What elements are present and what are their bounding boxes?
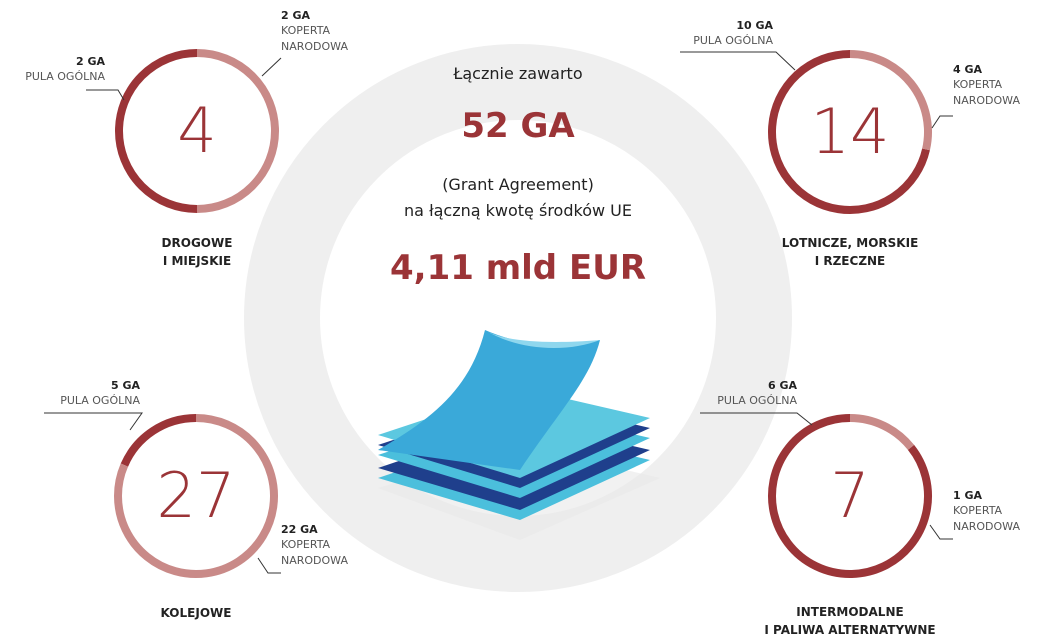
segment-label: PULA OGÓLNA bbox=[60, 393, 140, 409]
amount-text: 4,11 mld EUR bbox=[390, 248, 646, 288]
donut-title: INTERMODALNE I PALIWA ALTERNATYWNE bbox=[764, 603, 935, 639]
leader-line bbox=[262, 58, 281, 76]
donut-total: 7 bbox=[830, 465, 869, 527]
segment-label: KOPERTA NARODOWA bbox=[281, 23, 348, 55]
value-label: 4 GA bbox=[953, 63, 982, 77]
segment-label: PULA OGÓLNA bbox=[25, 69, 105, 85]
segment-label: KOPERTA NARODOWA bbox=[953, 503, 1020, 535]
leader-line bbox=[932, 116, 953, 128]
segment-label: KOPERTA NARODOWA bbox=[281, 537, 348, 569]
value-label: 5 GA bbox=[111, 379, 140, 393]
value-label: 22 GA bbox=[281, 523, 318, 537]
leader-line bbox=[680, 52, 795, 70]
note-text: (Grant Agreement) na łączną kwotę środkó… bbox=[404, 172, 632, 224]
donut-segment bbox=[850, 418, 911, 447]
value-label: 10 GA bbox=[736, 19, 773, 33]
leader-line bbox=[930, 525, 953, 539]
infographic: Łącznie zawarto 52 GA (Grant Agreement) … bbox=[0, 0, 1037, 639]
value-label: 2 GA bbox=[281, 9, 310, 23]
donut-total: 4 bbox=[177, 100, 216, 162]
donut-title: KOLEJOWE bbox=[161, 604, 232, 622]
segment-label: PULA OGÓLNA bbox=[693, 33, 773, 49]
donut-total: 14 bbox=[811, 101, 890, 163]
donut-total: 27 bbox=[157, 465, 236, 527]
leader-line bbox=[86, 90, 124, 100]
donut-title: LOTNICZE, MORSKIE I RZECZNE bbox=[782, 234, 919, 270]
value-label: 6 GA bbox=[768, 379, 797, 393]
count-text: 52 GA bbox=[461, 106, 574, 146]
value-label: 1 GA bbox=[953, 489, 982, 503]
leader-line bbox=[44, 413, 142, 430]
segment-label: PULA OGÓLNA bbox=[717, 393, 797, 409]
segment-label: KOPERTA NARODOWA bbox=[953, 77, 1020, 109]
intro-text: Łącznie zawarto bbox=[453, 64, 582, 83]
donut-title: DROGOWE I MIEJSKIE bbox=[162, 234, 233, 270]
value-label: 2 GA bbox=[76, 55, 105, 69]
leader-line bbox=[258, 558, 281, 573]
